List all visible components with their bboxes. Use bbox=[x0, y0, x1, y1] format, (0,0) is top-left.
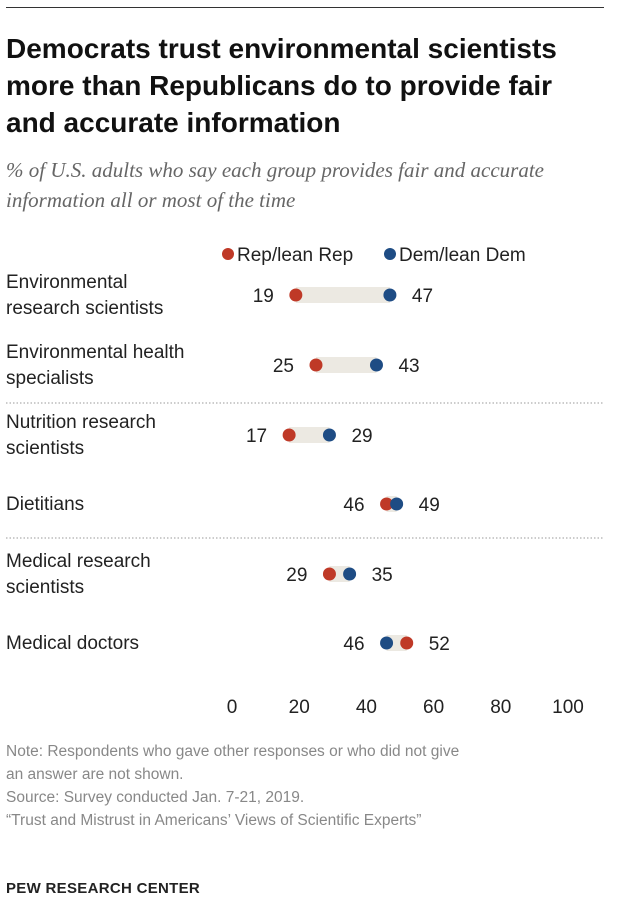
data-label: 46 bbox=[343, 634, 364, 655]
data-label: 25 bbox=[273, 356, 294, 377]
category-label: Medical doctors bbox=[6, 633, 139, 654]
x-tick-label: 80 bbox=[490, 697, 511, 718]
data-label: 52 bbox=[429, 634, 450, 655]
chart-subtitle: % of U.S. adults who say each group prov… bbox=[6, 158, 544, 212]
brand-logo-text: PEW RESEARCH CENTER bbox=[6, 880, 201, 897]
x-tick-label: 20 bbox=[289, 697, 310, 718]
top-rule bbox=[6, 7, 604, 8]
report-title: “Trust and Mistrust in Americans’ Views … bbox=[6, 812, 422, 829]
chart-title: Democrats trust environmental scientists… bbox=[6, 33, 557, 138]
data-point-dem bbox=[383, 288, 397, 302]
source-line: Source: Survey conducted Jan. 7-21, 2019… bbox=[6, 789, 305, 806]
x-tick-label: 100 bbox=[552, 697, 584, 718]
category-label: Nutrition research bbox=[6, 412, 156, 433]
legend-marker bbox=[222, 248, 234, 260]
legend-label: Dem/lean Dem bbox=[399, 245, 526, 266]
category-label: Medical research bbox=[6, 551, 151, 572]
data-point-rep bbox=[309, 358, 323, 372]
data-label: 29 bbox=[351, 426, 372, 447]
data-point-rep bbox=[400, 636, 414, 650]
data-label: 47 bbox=[412, 286, 433, 307]
category-label: Dietitians bbox=[6, 494, 84, 515]
data-label: 35 bbox=[372, 565, 393, 586]
data-point-rep bbox=[380, 497, 394, 511]
x-tick-label: 40 bbox=[356, 697, 377, 718]
x-tick-label: 0 bbox=[227, 697, 238, 718]
category-label: specialists bbox=[6, 368, 94, 389]
category-label: scientists bbox=[6, 438, 84, 459]
data-point-dem bbox=[380, 636, 394, 650]
data-label: 19 bbox=[253, 286, 274, 307]
note-line: an answer are not shown. bbox=[6, 766, 184, 783]
data-point-dem bbox=[390, 497, 404, 511]
x-tick-label: 60 bbox=[423, 697, 444, 718]
data-point-rep bbox=[282, 428, 296, 442]
data-point-rep bbox=[322, 567, 336, 581]
category-label: research scientists bbox=[6, 298, 163, 319]
category-label: Environmental bbox=[6, 272, 127, 293]
category-label: Environmental health bbox=[6, 342, 185, 363]
data-label: 29 bbox=[286, 565, 307, 586]
legend-marker bbox=[384, 248, 396, 260]
data-label: 46 bbox=[343, 495, 364, 516]
range-bar bbox=[316, 357, 377, 373]
legend-label: Rep/lean Rep bbox=[237, 245, 353, 266]
range-bar bbox=[289, 427, 330, 443]
range-bar bbox=[295, 287, 390, 303]
data-point-dem bbox=[369, 358, 383, 372]
data-point-dem bbox=[343, 567, 357, 581]
data-point-dem bbox=[322, 428, 336, 442]
note-line: Note: Respondents who gave other respons… bbox=[6, 743, 460, 760]
category-label: scientists bbox=[6, 577, 84, 598]
data-label: 49 bbox=[419, 495, 440, 516]
notes: Note: Respondents who gave other respons… bbox=[6, 740, 459, 832]
data-label: 17 bbox=[246, 426, 267, 447]
data-point-rep bbox=[289, 288, 303, 302]
data-label: 43 bbox=[398, 356, 419, 377]
